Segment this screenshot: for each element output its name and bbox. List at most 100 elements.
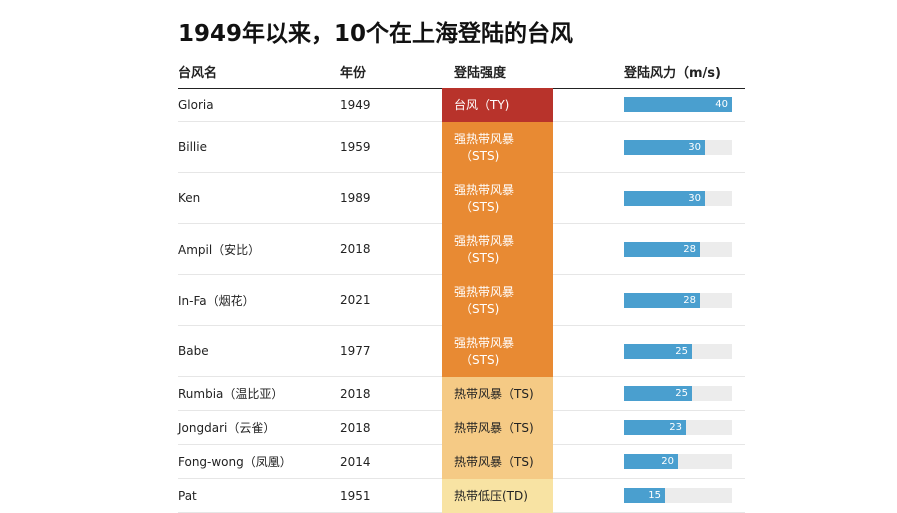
landfall-year: 1949 [340, 97, 371, 112]
intensity-label: 强热带风暴 [454, 131, 515, 146]
wind-bar-track: 20 [624, 454, 732, 469]
table-row: Jongdari（云雀） 2018 热带风暴（TS) 23 [178, 411, 745, 445]
table-row: Fong-wong（凤凰） 2014 热带风暴（TS) 20 [178, 445, 745, 479]
header-name: 台风名 [178, 66, 218, 81]
wind-bar-track: 28 [624, 292, 732, 308]
landfall-year: 1959 [340, 140, 371, 154]
wind-bar-cell: 25 [624, 377, 732, 410]
landfall-year: 2018 [340, 420, 371, 435]
intensity-label: 热带风暴（TS) [454, 386, 534, 401]
typhoon-name: Rumbia（温比亚） [178, 387, 284, 401]
intensity-label: 热带低压(TD) [454, 488, 528, 503]
wind-bar-cell: 28 [624, 275, 732, 325]
wind-value-label: 25 [675, 345, 688, 357]
intensity-cell: 热带风暴（TS) [442, 445, 553, 479]
wind-value-label: 28 [683, 294, 696, 306]
wind-bar: 25 [624, 386, 692, 401]
typhoon-name: Fong-wong（凤凰） [178, 455, 292, 469]
wind-bar-cell: 30 [624, 173, 732, 223]
wind-value-label: 15 [648, 490, 661, 501]
table-body: Gloria 1949 台风（TY) 40 Billie 1959 强热带风暴 （STS) 30… [178, 88, 745, 513]
intensity-label: 强热带风暴 [454, 284, 515, 299]
wind-bar-cell: 40 [624, 88, 732, 121]
wind-value-label: 20 [661, 456, 674, 467]
typhoon-name: Billie [178, 140, 207, 154]
landfall-year: 1989 [340, 191, 371, 205]
table-row: In-Fa（烟花） 2021 强热带风暴 （STS) 28 [178, 275, 745, 326]
intensity-cell: 热带风暴（TS) [442, 377, 553, 411]
table-header: 台风名 年份 登陆强度 登陆风力（m/s) [178, 62, 745, 89]
intensity-cell: 强热带风暴 （STS) [442, 173, 553, 224]
wind-value-label: 30 [688, 192, 701, 204]
landfall-year: 2021 [340, 293, 371, 307]
header-year: 年份 [340, 66, 367, 81]
wind-value-label: 23 [669, 422, 682, 433]
wind-bar-cell: 25 [624, 326, 732, 376]
chart-title: 1949年以来，10个在上海登陆的台风 [178, 21, 574, 47]
intensity-cell: 热带低压(TD) [442, 479, 553, 513]
wind-bar-track: 15 [624, 488, 732, 503]
wind-bar-track: 23 [624, 420, 732, 435]
intensity-cell: 强热带风暴 （STS) [442, 326, 553, 377]
typhoon-name: Pat [178, 488, 197, 503]
wind-bar-track: 30 [624, 190, 732, 206]
wind-bar: 28 [624, 292, 700, 308]
wind-bar: 25 [624, 343, 692, 359]
table-row: Ampil（安比） 2018 强热带风暴 （STS) 28 [178, 224, 745, 275]
intensity-cell: 台风（TY) [442, 88, 553, 122]
header-intensity: 登陆强度 [454, 66, 507, 81]
intensity-cell: 强热带风暴 （STS) [442, 122, 553, 173]
wind-bar-track: 30 [624, 139, 732, 155]
wind-value-label: 40 [715, 99, 728, 110]
wind-bar: 28 [624, 241, 700, 257]
landfall-year: 1977 [340, 344, 371, 358]
intensity-cell: 热带风暴（TS) [442, 411, 553, 445]
typhoon-name: Ken [178, 191, 201, 205]
intensity-label: 强热带风暴 [454, 182, 515, 197]
intensity-label: 强热带风暴 [454, 233, 515, 248]
wind-bar-track: 40 [624, 97, 732, 112]
intensity-label: （STS) [460, 199, 500, 214]
header-wind: 登陆风力（m/s) [624, 66, 721, 81]
intensity-label: 台风（TY) [454, 97, 510, 112]
wind-bar-cell: 30 [624, 122, 732, 172]
wind-value-label: 25 [675, 388, 688, 399]
landfall-year: 2018 [340, 386, 371, 401]
wind-bar: 30 [624, 139, 705, 155]
typhoon-name: Babe [178, 344, 209, 358]
landfall-year: 2014 [340, 454, 371, 469]
wind-value-label: 28 [683, 243, 696, 255]
wind-bar-track: 25 [624, 386, 732, 401]
wind-bar-cell: 15 [624, 479, 732, 512]
wind-bar: 20 [624, 454, 678, 469]
typhoon-name: Gloria [178, 97, 214, 112]
wind-bar-cell: 23 [624, 411, 732, 444]
typhoon-name: In-Fa（烟花） [178, 293, 255, 308]
wind-bar-cell: 20 [624, 445, 732, 478]
intensity-label: 热带风暴（TS) [454, 454, 534, 469]
table-row: Babe 1977 强热带风暴 （STS) 25 [178, 326, 745, 377]
wind-bar: 40 [624, 97, 732, 112]
typhoon-name: Ampil（安比） [178, 242, 261, 257]
wind-bar: 23 [624, 420, 686, 435]
typhoon-name: Jongdari（云雀） [178, 421, 276, 435]
intensity-label: （STS) [460, 250, 500, 265]
wind-bar: 15 [624, 488, 665, 503]
wind-value-label: 30 [688, 141, 701, 153]
wind-bar-track: 28 [624, 241, 732, 257]
intensity-cell: 强热带风暴 （STS) [442, 224, 553, 275]
intensity-label: （STS) [460, 301, 500, 316]
wind-bar-track: 25 [624, 343, 732, 359]
landfall-year: 2018 [340, 242, 371, 256]
intensity-label: （STS) [460, 352, 500, 367]
landfall-year: 1951 [340, 488, 371, 503]
table-row: Gloria 1949 台风（TY) 40 [178, 88, 745, 122]
intensity-cell: 强热带风暴 （STS) [442, 275, 553, 326]
intensity-label: 热带风暴（TS) [454, 420, 534, 435]
intensity-label: （STS) [460, 148, 500, 163]
wind-bar-cell: 28 [624, 224, 732, 274]
table-row: Billie 1959 强热带风暴 （STS) 30 [178, 122, 745, 173]
table-row: Pat 1951 热带低压(TD) 15 [178, 479, 745, 513]
table-row: Rumbia（温比亚） 2018 热带风暴（TS) 25 [178, 377, 745, 411]
intensity-label: 强热带风暴 [454, 335, 515, 350]
